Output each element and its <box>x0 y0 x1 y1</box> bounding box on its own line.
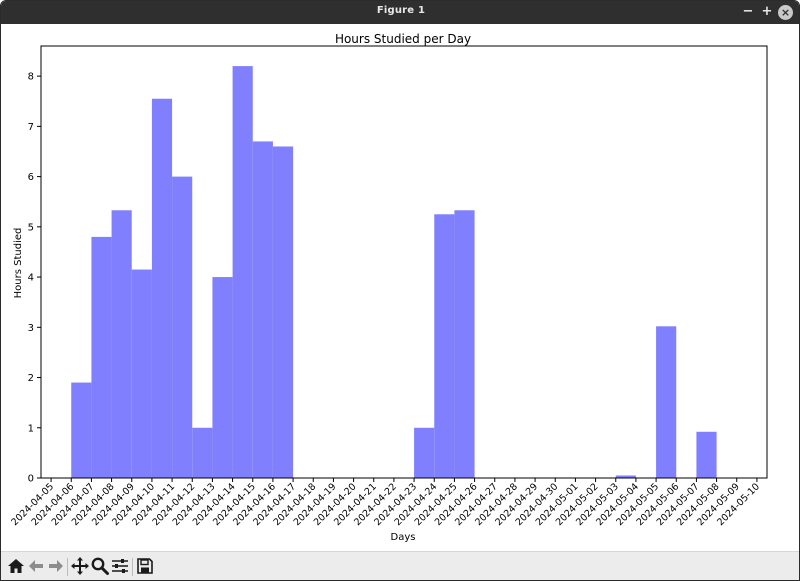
bar-2024-04-06 <box>71 382 92 478</box>
bar-2024-04-24 <box>434 214 455 478</box>
y-tick-label: 6 <box>28 172 34 183</box>
bar-2024-04-13 <box>212 277 233 478</box>
x-ticks: 2024-04-052024-04-062024-04-072024-04-08… <box>9 478 762 528</box>
bars-group <box>71 66 737 479</box>
toolbar-separator <box>67 558 68 576</box>
y-ticks: 0 1 2 3 4 5 6 7 8 <box>28 72 41 485</box>
back-arrow-icon[interactable] <box>26 556 46 576</box>
bar-2024-04-11 <box>172 176 193 478</box>
bar-2024-04-09 <box>131 269 152 478</box>
bar-2024-04-12 <box>192 427 213 478</box>
bar-2024-04-07 <box>91 236 112 478</box>
axes-frame <box>40 45 768 479</box>
y-tick-label: 0 <box>28 474 34 485</box>
window-title: Figure 1 <box>376 5 426 16</box>
y-tick-label: 8 <box>28 72 34 83</box>
bar-chart: Hours Studied per Day Hours Studied Days… <box>9 32 768 543</box>
zoom-icon[interactable] <box>90 556 110 576</box>
bar-2024-04-16 <box>272 146 294 478</box>
plot-area: Hours Studied per Day Hours Studied Days… <box>1 24 799 551</box>
bar-2024-05-03 <box>615 475 636 478</box>
forward-arrow-icon[interactable] <box>46 556 66 576</box>
bar-2024-04-15 <box>252 141 273 478</box>
bar-2024-05-07 <box>696 431 717 478</box>
title-bar: Figure 1 − + × <box>1 1 799 24</box>
y-axis-label: Hours Studied <box>13 228 24 299</box>
bar-2024-05-05 <box>656 326 677 478</box>
minimize-button[interactable]: − <box>742 4 754 19</box>
y-tick-label: 4 <box>28 273 34 284</box>
bar-2024-04-23 <box>414 427 435 478</box>
chart-title: Hours Studied per Day <box>335 32 471 46</box>
home-icon[interactable] <box>6 556 26 576</box>
x-axis-label: Days <box>391 532 416 543</box>
y-tick-label: 1 <box>28 423 34 434</box>
y-tick-label: 2 <box>28 373 34 384</box>
navigation-toolbar <box>1 551 799 580</box>
configure-subplots-icon[interactable] <box>110 556 130 576</box>
save-icon[interactable] <box>135 556 155 576</box>
y-tick-label: 7 <box>28 122 34 133</box>
bar-2024-04-08 <box>111 210 132 478</box>
bar-2024-04-10 <box>151 98 173 479</box>
y-tick-label: 5 <box>28 222 34 233</box>
maximize-button[interactable]: + <box>761 4 773 19</box>
close-button[interactable]: × <box>778 5 793 20</box>
bar-2024-04-14 <box>232 66 253 478</box>
toolbar-separator <box>132 558 133 576</box>
pan-icon[interactable] <box>70 556 90 576</box>
y-tick-label: 3 <box>28 323 34 334</box>
bar-2024-04-25 <box>454 210 475 478</box>
